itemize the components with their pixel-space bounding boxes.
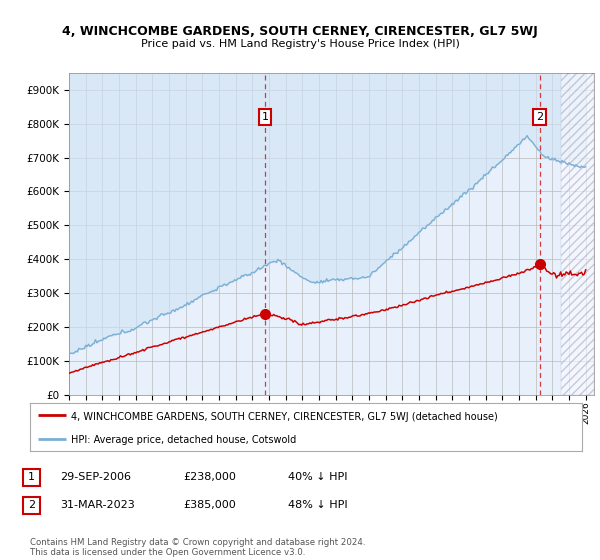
Bar xyxy=(560,73,594,395)
Text: 2: 2 xyxy=(536,112,544,122)
Text: 4, WINCHCOMBE GARDENS, SOUTH CERNEY, CIRENCESTER, GL7 5WJ (detached house): 4, WINCHCOMBE GARDENS, SOUTH CERNEY, CIR… xyxy=(71,412,498,422)
Text: 31-MAR-2023: 31-MAR-2023 xyxy=(60,500,135,510)
Text: Price paid vs. HM Land Registry's House Price Index (HPI): Price paid vs. HM Land Registry's House … xyxy=(140,39,460,49)
Text: 48% ↓ HPI: 48% ↓ HPI xyxy=(288,500,347,510)
Text: £385,000: £385,000 xyxy=(183,500,236,510)
Text: HPI: Average price, detached house, Cotswold: HPI: Average price, detached house, Cots… xyxy=(71,435,296,445)
Text: 29-SEP-2006: 29-SEP-2006 xyxy=(60,472,131,482)
Text: Contains HM Land Registry data © Crown copyright and database right 2024.
This d: Contains HM Land Registry data © Crown c… xyxy=(30,538,365,557)
Text: 40% ↓ HPI: 40% ↓ HPI xyxy=(288,472,347,482)
Text: 1: 1 xyxy=(262,112,268,122)
Text: £238,000: £238,000 xyxy=(183,472,236,482)
Text: 1: 1 xyxy=(28,472,35,482)
Text: 4, WINCHCOMBE GARDENS, SOUTH CERNEY, CIRENCESTER, GL7 5WJ: 4, WINCHCOMBE GARDENS, SOUTH CERNEY, CIR… xyxy=(62,25,538,38)
Text: 2: 2 xyxy=(28,500,35,510)
